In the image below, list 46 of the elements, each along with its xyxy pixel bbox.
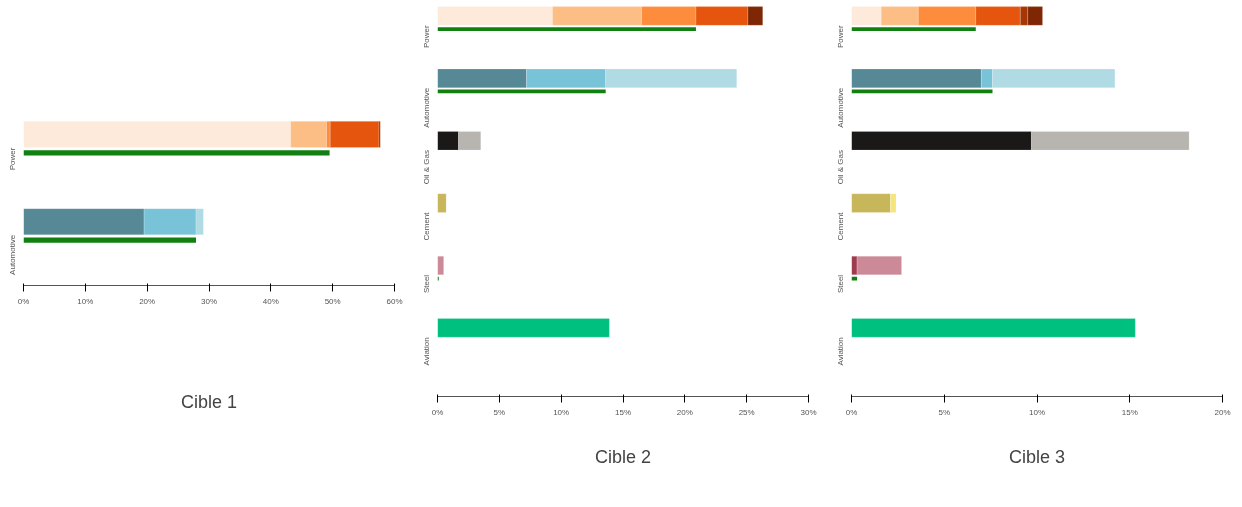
x-tick-label: 15% [1121, 407, 1138, 417]
text: Cible 1 [180, 391, 238, 412]
y-tick-label: Automotive [422, 87, 431, 128]
bar [23, 237, 197, 243]
x-tick-label: 40% [262, 296, 279, 306]
x-tick-label: 10% [77, 296, 94, 306]
x-tick-label: 20% [1214, 407, 1231, 417]
x-tick-label: 30% [200, 296, 218, 306]
x-tick-label: 10% [1028, 407, 1046, 417]
x-tick-label: 30% [800, 407, 817, 417]
y-tick-label: Cement [422, 211, 431, 241]
x-tick-label: 50% [324, 296, 341, 306]
bar [23, 150, 330, 156]
bar [437, 27, 696, 31]
x-tick-label: 20% [139, 296, 156, 306]
bar [329, 121, 380, 148]
y-tick-label: Oil & Gas [422, 150, 431, 185]
x-tick-label: 20% [676, 407, 693, 417]
y-tick-label: Aviation [422, 337, 431, 366]
bar [437, 318, 610, 338]
y-tick-label: Automotive [8, 234, 17, 275]
x-tick-label: 5% [938, 407, 951, 417]
bar [856, 255, 902, 276]
x-tick-label: 25% [738, 407, 755, 417]
text: Cible 3 [1008, 447, 1066, 467]
x-tick-label: 0% [845, 407, 858, 417]
bar [437, 255, 444, 276]
x-tick-label: 10% [553, 407, 570, 417]
y-tick-label: Oil & Gas [836, 150, 845, 185]
y-tick-label: Power [8, 147, 17, 171]
y-tick-label: Power [422, 25, 431, 49]
bar [851, 318, 1136, 338]
x-tick-label: 0% [17, 296, 30, 306]
x-tick-label: 5% [493, 407, 506, 417]
bar [851, 27, 976, 31]
y-tick-label: Steel [422, 274, 431, 294]
y-tick-label: Cement [836, 211, 845, 241]
y-tick-label: Steel [836, 274, 845, 294]
x-tick-label: 0% [431, 407, 444, 417]
x-tick-label: 15% [614, 407, 632, 417]
text: Cible 2 [594, 447, 652, 467]
y-tick-label: Automotive [836, 87, 845, 128]
y-tick-label: Aviation [836, 337, 845, 366]
x-tick-label: 60% [386, 296, 403, 306]
y-tick-label: Power [836, 25, 845, 49]
bar [437, 193, 447, 213]
